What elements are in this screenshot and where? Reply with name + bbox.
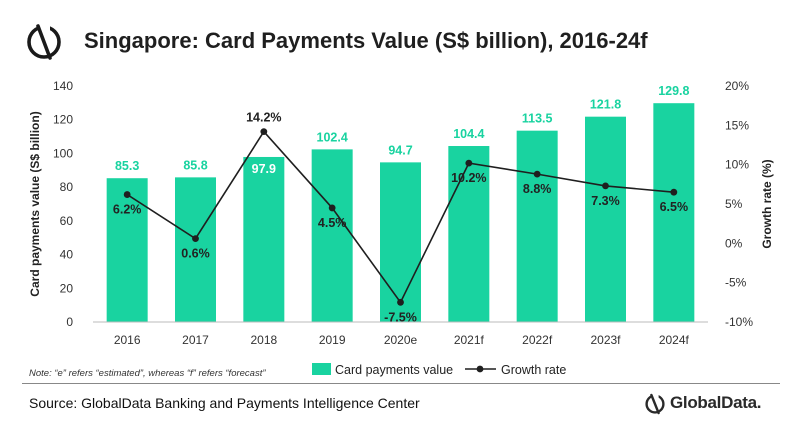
y2-tick-label: 5% [725,197,743,211]
y-tick-label: 40 [60,248,74,262]
bar [653,103,695,323]
y-tick-label: 60 [60,214,74,228]
growth-point [533,170,541,178]
x-tick-label: 2021f [454,333,485,347]
x-tick-label: 2017 [182,333,209,347]
legend-label-line: Growth rate [501,363,566,377]
y2-tick-label: -5% [725,276,747,290]
bar-value-label: 104.4 [453,127,484,141]
y2-tick-label: 0% [725,236,743,250]
legend-swatch-bar [312,363,331,375]
growth-value-label: 14.2% [246,111,281,125]
brand-name: GlobalData. [670,393,762,412]
bar [516,130,558,322]
x-tick-label: 2024f [659,333,690,347]
y2-tick-label: 15% [725,118,749,132]
growth-point [602,182,609,190]
source-text: Source: GlobalData Banking and Payments … [29,395,420,411]
x-tick-label: 2019 [319,333,346,347]
growth-value-label: 0.6% [181,247,210,261]
x-tick-label: 2022f [522,333,553,347]
y2-tick-label: -10% [725,315,753,329]
y-tick-label: 120 [53,113,73,127]
bar-value-label: 85.8 [183,158,207,172]
y-tick-label: 140 [53,79,73,93]
x-tick-label: 2018 [250,333,277,347]
bar-value-label: 121.8 [590,98,621,112]
bar [175,177,216,322]
growth-value-label: 6.5% [660,200,689,214]
bar-value-label: 129.8 [658,84,689,98]
bar [106,178,148,322]
y2-axis-label: Growth rate (%) [760,159,774,248]
bar [448,146,490,322]
growth-value-label: 10.2% [451,171,486,185]
y-tick-label: 100 [53,146,73,160]
growth-value-label: 8.8% [523,182,552,196]
bar [311,149,353,322]
y2-tick-label: 20% [725,79,749,93]
growth-value-label: 6.2% [113,203,142,217]
legend-label-bar: Card payments value [335,363,453,377]
growth-point [670,188,678,196]
y-tick-label: 20 [60,281,74,295]
y-axis-label: Card payments value (S$ billion) [28,111,42,296]
growth-point [328,204,336,212]
globaldata-brand-icon [645,393,665,415]
growth-point [192,235,199,243]
bar-value-label: 97.9 [252,162,276,176]
bar [380,162,421,322]
bar-value-label: 85.3 [115,159,139,173]
footer-divider [22,383,780,384]
growth-point [123,191,131,198]
x-tick-label: 2020e [384,333,418,347]
x-tick-label: 2023f [590,333,621,347]
growth-value-label: 4.5% [318,216,347,230]
y-tick-label: 0 [66,315,73,329]
growth-point [397,298,404,306]
growth-point [260,128,268,136]
chart-title: Singapore: Card Payments Value (S$ billi… [84,28,648,53]
growth-point [465,159,473,167]
bar-value-label: 94.7 [388,143,412,157]
x-tick-label: 2016 [114,333,141,347]
globaldata-logo-icon [27,24,61,60]
y-tick-label: 80 [60,180,74,194]
growth-value-label: 7.3% [591,194,620,208]
header: Singapore: Card Payments Value (S$ billi… [0,0,800,70]
growth-value-label: -7.5% [384,310,417,324]
bar-value-label: 102.4 [317,130,348,144]
y2-tick-label: 10% [725,158,749,172]
footnote: Note: “e” refers “estimated”, whereas “f… [29,368,266,379]
bar [585,116,626,323]
legend-swatch-point [476,365,484,373]
bar-value-label: 113.5 [522,112,553,126]
bar [243,156,285,322]
